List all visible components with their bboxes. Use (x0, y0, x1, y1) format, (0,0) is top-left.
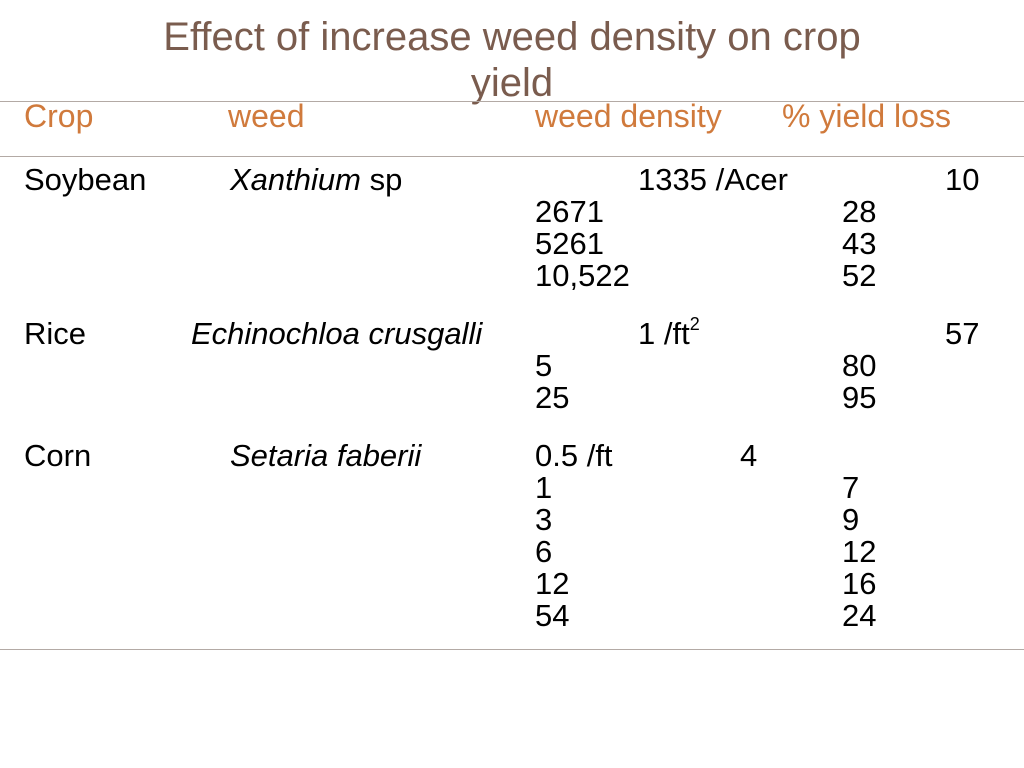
corn-first-loss: 4 (740, 438, 758, 473)
soybean-first-loss: 10 (945, 162, 980, 197)
soybean-loss: 28 (842, 194, 877, 229)
corn-density: 54 (535, 598, 570, 633)
corn-first-density: 0.5 /ft (535, 438, 613, 473)
title-line-1: Effect of increase weed density on crop (163, 15, 861, 59)
rice-crop: Rice (24, 316, 87, 351)
corn-weed: Setaria faberii (230, 438, 422, 473)
rice-densities: 5 25 (535, 350, 569, 414)
header-yield-loss: % yield loss (782, 98, 951, 134)
soybean-density: 5261 (535, 226, 604, 261)
header-bottom-rule (0, 156, 1024, 157)
corn-density: 3 (535, 502, 553, 537)
soybean-density: 10,522 (535, 258, 630, 293)
corn-density: 6 (535, 534, 553, 569)
rice-density: 5 (535, 348, 553, 383)
header-weed-density: weed density (535, 98, 722, 134)
soybean-losses: 28 43 52 (842, 196, 876, 292)
corn-crop: Corn (24, 438, 92, 473)
corn-density: 1 (535, 470, 553, 505)
soybean-crop: Soybean (24, 162, 147, 197)
rice-losses: 80 95 (842, 350, 876, 414)
corn-densities: 1 3 6 12 54 (535, 472, 569, 632)
corn-density: 12 (535, 566, 570, 601)
corn-losses: 7 9 12 16 24 (842, 472, 876, 632)
soybean-densities: 2671 5261 10,522 (535, 196, 630, 292)
soybean-density: 2671 (535, 194, 604, 229)
rice-first-loss: 57 (945, 316, 980, 351)
soybean-weed-suffix: sp (360, 162, 403, 197)
soybean-weed: Xanthium sp (230, 164, 402, 196)
corn-loss: 16 (842, 566, 877, 601)
soybean-weed-genus: Xanthium (230, 162, 361, 197)
corn-loss: 7 (842, 470, 860, 505)
corn-loss: 12 (842, 534, 877, 569)
table-bottom-rule (0, 649, 1024, 650)
soybean-loss: 52 (842, 258, 877, 293)
rice-loss: 95 (842, 380, 877, 415)
page-title: Effect of increase weed density on crop … (0, 14, 1024, 106)
rice-weed: Echinochloa crusgalli (191, 316, 483, 351)
corn-loss: 24 (842, 598, 877, 633)
rice-first-density-value: 1 /ft (638, 316, 690, 351)
rice-density: 25 (535, 380, 570, 415)
header-crop: Crop (24, 98, 94, 134)
title-line-2: yield (470, 61, 554, 105)
soybean-loss: 43 (842, 226, 877, 261)
header-weed: weed (228, 98, 305, 134)
rice-loss: 80 (842, 348, 877, 383)
rice-first-density: 1 /ft2 (638, 315, 700, 351)
header-top-rule (0, 101, 1024, 102)
soybean-first-density: 1335 /Acer (638, 162, 788, 197)
rice-first-density-exponent: 2 (689, 313, 700, 334)
corn-loss: 9 (842, 502, 860, 537)
